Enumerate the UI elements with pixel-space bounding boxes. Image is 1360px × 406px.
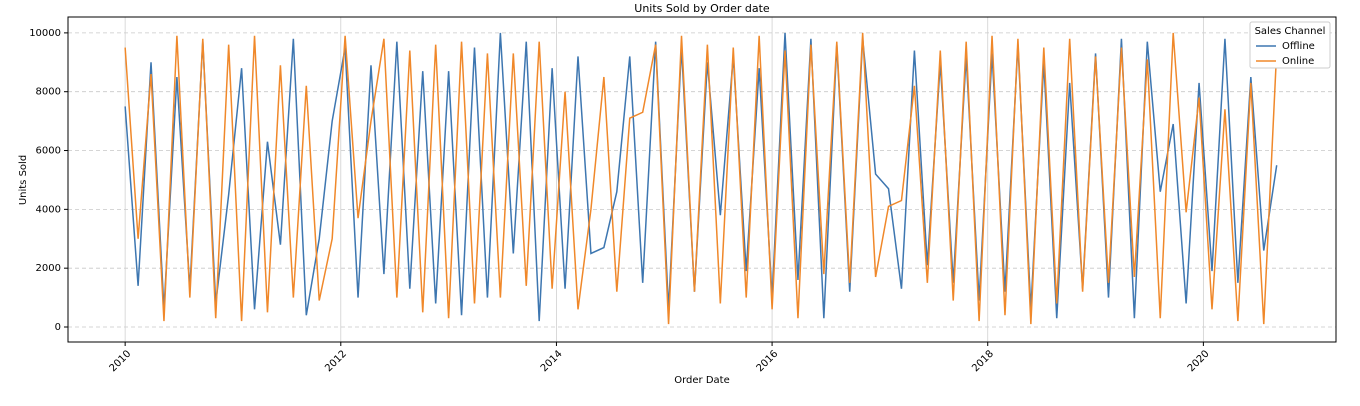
y-axis-label: Units Sold [18, 155, 29, 205]
data-line [124, 32, 1278, 325]
y-tick-label: 2000 [36, 263, 61, 274]
x-tick-label: 2020 [1186, 348, 1212, 374]
chart-title: Units Sold by Order date [634, 2, 770, 15]
legend-label: Offline [1282, 41, 1315, 52]
x-tick-label: 2014 [539, 348, 565, 374]
x-tick-label: 2012 [323, 348, 349, 374]
x-tick-label: 2016 [755, 348, 781, 374]
y-tick-label: 0 [55, 322, 61, 333]
x-tick-label: 2010 [108, 348, 134, 374]
legend: Sales Channel Offline Online [1249, 21, 1331, 69]
plot-frame [67, 16, 1337, 343]
legend-label: Online [1282, 56, 1314, 67]
legend-title: Sales Channel [1255, 26, 1326, 37]
y-tick-label: 4000 [36, 204, 61, 215]
x-axis-label: Order Date [674, 375, 730, 386]
y-tick-label: 10000 [29, 28, 61, 39]
y-tick-label: 8000 [36, 87, 61, 98]
x-tick-label: 2018 [970, 348, 996, 374]
legend-box [1249, 21, 1331, 69]
y-tick-label: 6000 [36, 146, 61, 157]
